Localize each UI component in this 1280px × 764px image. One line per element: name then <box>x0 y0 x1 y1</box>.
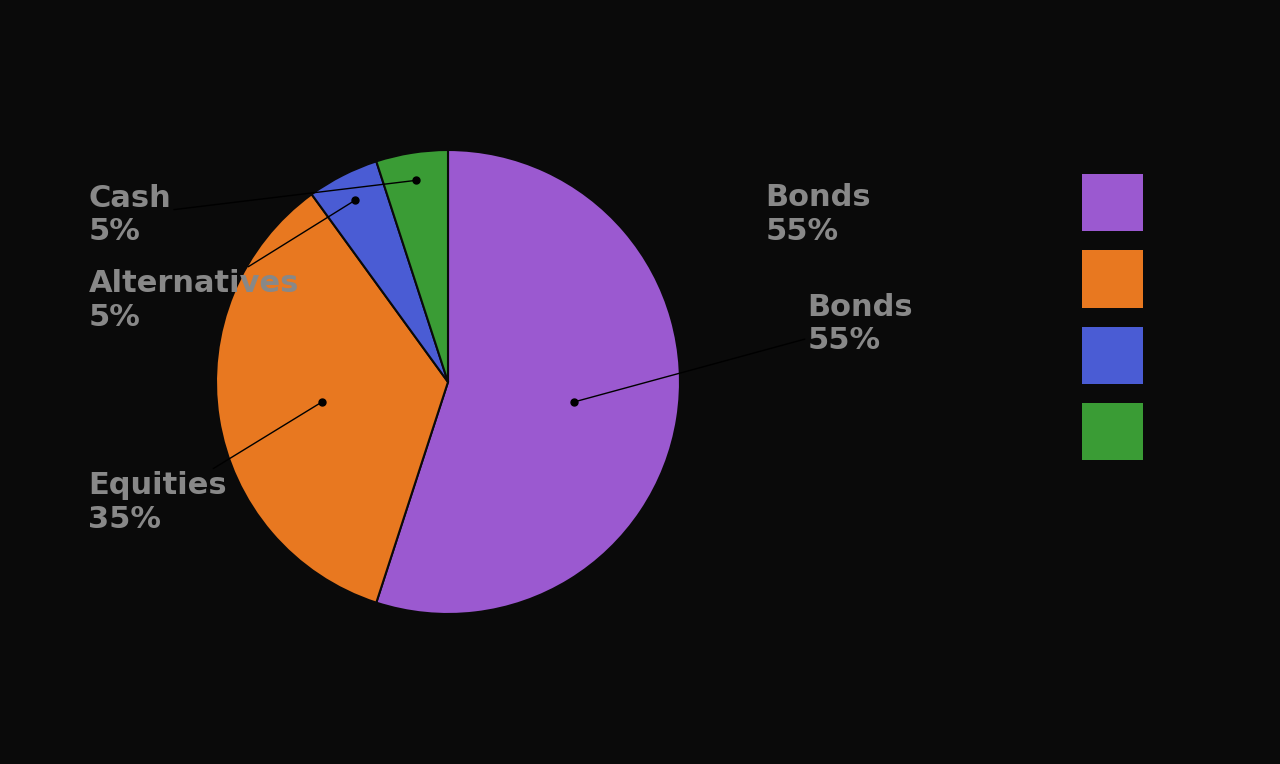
Wedge shape <box>376 150 448 382</box>
Wedge shape <box>376 150 680 614</box>
Text: Cash
5%: Cash 5% <box>88 180 416 246</box>
Wedge shape <box>216 194 448 603</box>
Text: Bonds
55%: Bonds 55% <box>765 183 872 246</box>
Text: Alternatives
5%: Alternatives 5% <box>88 200 356 332</box>
Wedge shape <box>311 161 448 382</box>
Text: Equities
35%: Equities 35% <box>88 402 323 534</box>
Text: Bonds
55%: Bonds 55% <box>573 293 913 402</box>
